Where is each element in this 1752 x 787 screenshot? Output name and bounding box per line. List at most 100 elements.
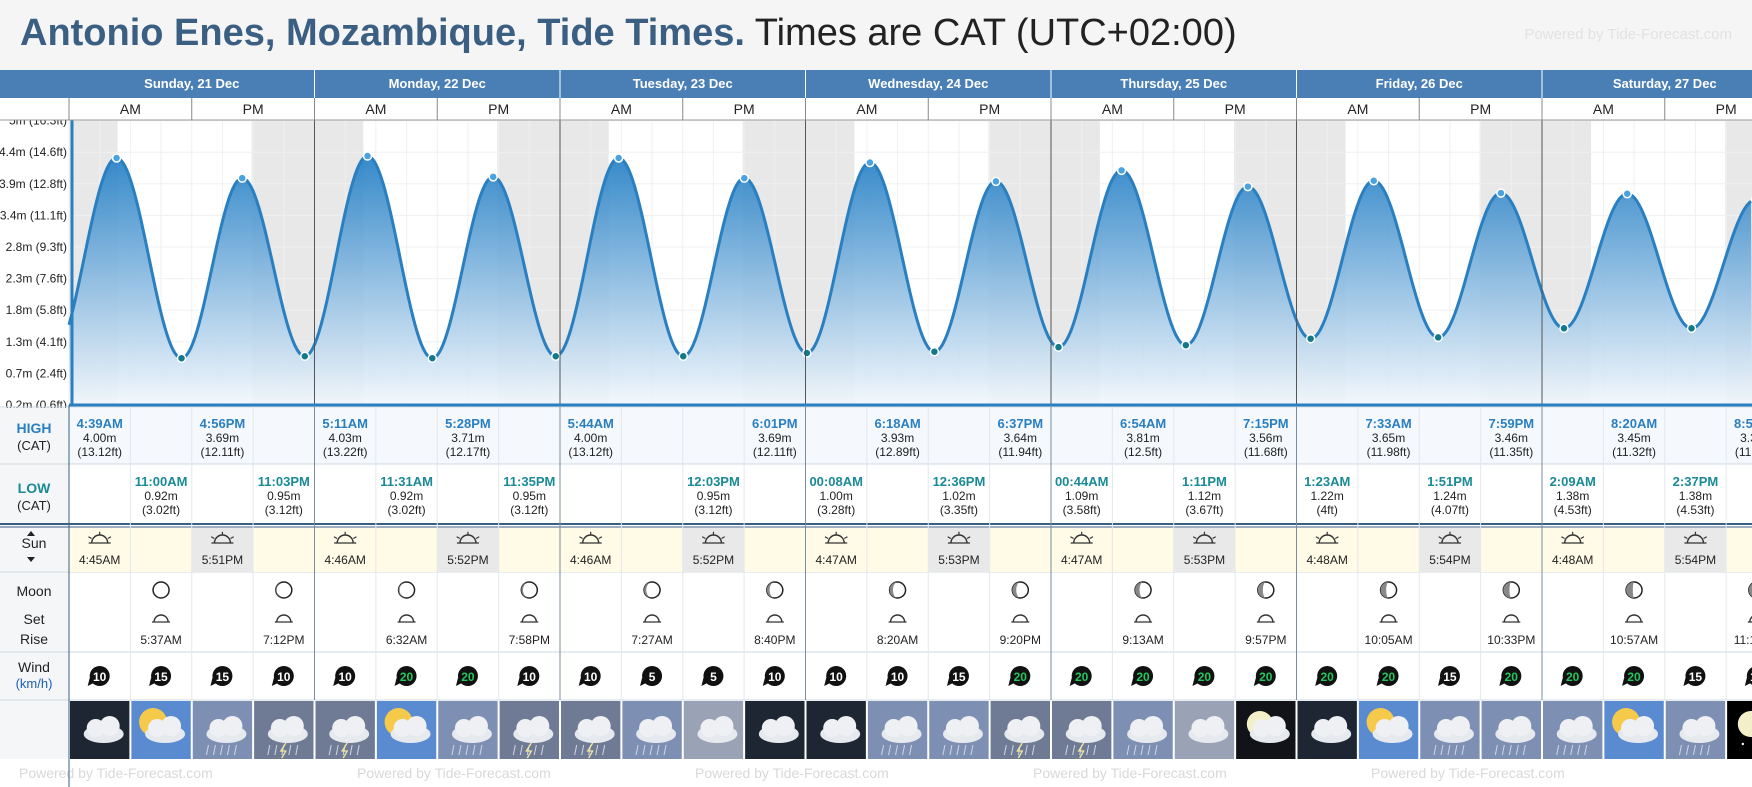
ampm-band <box>0 98 1752 120</box>
low-row-label: LOW <box>18 480 51 496</box>
rain-icon <box>1440 744 1444 756</box>
header-bar: Antonio Enes, Mozambique, Tide Times. Ti… <box>0 0 1752 70</box>
footer-watermark: Powered by Tide-Forecast.com <box>19 765 213 781</box>
sunset-icon <box>966 536 971 540</box>
low-tide-point <box>1686 323 1697 334</box>
rain-icon <box>1494 744 1498 756</box>
high-tide-point <box>488 172 498 182</box>
rain-icon <box>1678 744 1682 756</box>
high-tide-height-m: 4.00m <box>574 431 607 445</box>
am-label: AM <box>856 101 877 117</box>
wind-arrow-icon <box>1499 678 1508 686</box>
wind-arrow-icon <box>640 678 649 686</box>
sunset-time: 5:52PM <box>447 553 488 567</box>
high-tide-height-ft: (11.02ft) <box>1735 445 1752 459</box>
rain-icon <box>581 744 585 756</box>
low-tide-height-m: 0.95m <box>697 489 730 503</box>
wind-icon <box>1562 666 1583 686</box>
low-tide-time: 11:35PM <box>503 474 555 489</box>
wind-icon <box>335 666 356 686</box>
moonrise-time: 9:57PM <box>1245 633 1286 647</box>
moonset-phase-icon <box>1380 582 1389 598</box>
high-tide-point <box>1243 181 1253 192</box>
sunrise-icon <box>88 536 92 540</box>
day-label: Thursday, 25 Dec <box>1120 76 1227 91</box>
moonrise-time: 9:20PM <box>1000 633 1041 647</box>
rain-icon <box>656 744 660 756</box>
high-tide-time: 6:18AM <box>874 416 920 431</box>
moonrise-icon <box>521 614 538 623</box>
am-label: AM <box>365 101 386 117</box>
rain-icon <box>1461 744 1465 756</box>
wind-icon <box>1378 666 1399 686</box>
sunset-icon <box>475 536 480 540</box>
high-tide-time: 6:54AM <box>1120 416 1166 431</box>
moonset-time: 10:57AM <box>1610 633 1658 647</box>
y-tick-label: 2.3m (7.6ft) <box>6 272 67 286</box>
rain-icon <box>663 744 667 756</box>
tide-curve <box>67 154 1752 360</box>
low-tide-height-ft: (4.53ft) <box>1554 503 1592 517</box>
sunset-icon <box>213 534 232 544</box>
low-tide-point <box>300 351 310 361</box>
rain-icon <box>356 744 360 756</box>
rain-icon <box>895 744 899 756</box>
sunset-icon <box>1441 534 1459 544</box>
moonrise-phase-icon <box>1503 582 1512 598</box>
high-tide-height-ft: (11.68ft) <box>1244 445 1288 459</box>
cloud-icon <box>1695 716 1716 736</box>
cloud-icon <box>1388 716 1409 736</box>
rain-icon <box>902 744 906 756</box>
sunset-icon <box>1703 536 1707 540</box>
sunrise-icon <box>336 534 354 544</box>
high-tide-height-ft: (11.94ft) <box>998 445 1042 459</box>
y-tick-label: 1.8m (5.8ft) <box>6 303 67 317</box>
wind-icon <box>826 666 847 686</box>
wind-arrow-icon <box>394 678 403 686</box>
cloud-icon <box>283 716 304 736</box>
lightning-icon <box>279 742 287 759</box>
high-tide-time: 5:11AM <box>322 416 368 431</box>
wind-speed: 20 <box>1014 670 1028 684</box>
moonrise-phase-icon <box>1257 582 1266 598</box>
low-tide-time: 11:31AM <box>380 474 433 489</box>
sunrise-icon <box>90 534 109 544</box>
rain-icon <box>540 744 544 756</box>
rain-icon <box>274 744 278 756</box>
rain-icon <box>881 744 885 756</box>
low-tide-height-ft: (4.07ft) <box>1431 503 1469 517</box>
sunrise-icon <box>1315 536 1320 540</box>
high-tide-time: 7:33AM <box>1365 416 1411 431</box>
rain-icon <box>888 744 892 756</box>
sunrise-time: 4:46AM <box>325 553 366 567</box>
moonrise-phase-icon <box>1748 583 1752 597</box>
low-tide-time: 12:03PM <box>687 474 740 489</box>
low-tide-height-ft: (3.12ft) <box>265 503 303 517</box>
moonrise-time: 8:40PM <box>754 633 795 647</box>
wind-icon <box>89 666 110 686</box>
rain-icon <box>1010 744 1014 756</box>
y-tick-label: 3.9m (12.8ft) <box>0 177 67 191</box>
rain-icon <box>1133 744 1137 756</box>
day-label: Tuesday, 23 Dec <box>633 76 733 91</box>
rain-icon <box>970 744 974 756</box>
left-label-column <box>0 408 69 787</box>
high-tide-point <box>111 153 122 163</box>
high-tide-time: 8:20AM <box>1611 416 1657 431</box>
moonrise-icon <box>1258 614 1274 623</box>
wind-arrow-icon <box>1437 678 1446 686</box>
high-tide-height-m: 3.65m <box>1372 431 1405 445</box>
cloud-icon <box>1327 716 1348 736</box>
wind-speed: 10 <box>1750 670 1752 684</box>
high-tide-point <box>739 173 750 183</box>
low-tide-time: 1:51PM <box>1427 474 1473 489</box>
low-tide-height-m: 1.38m <box>1679 489 1712 503</box>
low-tide-height-m: 1.38m <box>1556 489 1589 503</box>
sunset-time: 5:54PM <box>1675 553 1716 567</box>
wind-icon <box>1071 666 1092 686</box>
low-tide-height-ft: (3.12ft) <box>510 503 548 517</box>
rain-icon <box>1501 744 1505 756</box>
high-tide-time: 5:44AM <box>568 416 614 431</box>
sunset-icon <box>1438 536 1443 540</box>
